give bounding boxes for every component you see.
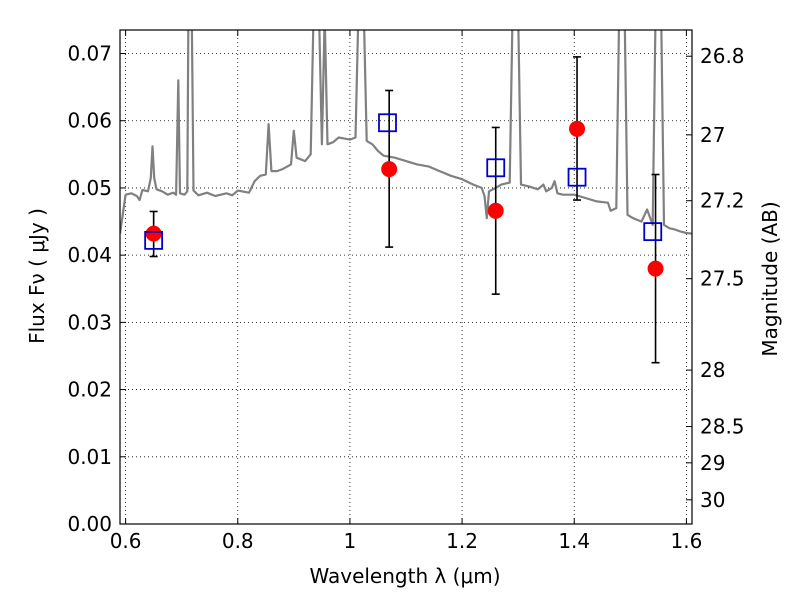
y-tick-label: 0.07 bbox=[67, 42, 112, 66]
y-tick-label: 0.04 bbox=[67, 243, 112, 267]
x-tick-label: 1.6 bbox=[670, 529, 702, 553]
observed-flux-point bbox=[569, 120, 586, 137]
plot-data-area bbox=[120, 30, 692, 235]
photometry-points bbox=[144, 56, 664, 364]
observed-flux-point bbox=[487, 202, 504, 219]
y-tick-label: 0.03 bbox=[67, 310, 112, 334]
y-axis-label: Flux Fν ( μJy ) bbox=[25, 208, 49, 344]
y2-tick-label: 28 bbox=[700, 358, 725, 382]
x-tick-label: 1.2 bbox=[446, 529, 478, 553]
plot-frame bbox=[119, 29, 693, 525]
observed-flux-point bbox=[647, 260, 664, 277]
observed-flux-point bbox=[381, 161, 398, 178]
x-axis-label: Wavelength λ (μm) bbox=[309, 564, 500, 588]
model-flux-square bbox=[643, 222, 663, 242]
y2-tick-label: 27.5 bbox=[700, 267, 745, 291]
right-axis-label: Magnitude (AB) bbox=[758, 201, 782, 356]
x-tick-label: 0.6 bbox=[110, 529, 142, 553]
model-flux-square bbox=[567, 167, 587, 187]
y-tick-label: 0.05 bbox=[67, 176, 112, 200]
y2-tick-label: 27.2 bbox=[700, 189, 745, 213]
x-tick-label: 1.4 bbox=[558, 529, 590, 553]
observed-flux-point bbox=[145, 225, 162, 242]
x-tick-label: 0.8 bbox=[222, 529, 254, 553]
y2-tick-label: 27 bbox=[700, 123, 725, 147]
x-tick-label: 1 bbox=[344, 529, 357, 553]
y2-tick-label: 29 bbox=[700, 451, 725, 475]
y-tick-label: 0.02 bbox=[67, 378, 112, 402]
model-flux-square bbox=[144, 230, 164, 250]
axis-ticks: 0.6 0.8 1 1.2 1.4 1.6 0.00 0.01 0.02 0.03 0.04 0.05… bbox=[67, 30, 745, 553]
y2-tick-label: 26.8 bbox=[700, 44, 745, 68]
model-flux-square bbox=[378, 113, 397, 133]
grid-lines bbox=[120, 30, 692, 524]
model-spectrum-line bbox=[120, 30, 692, 235]
y-tick-label: 0.01 bbox=[67, 445, 112, 469]
y-tick-label: 0.00 bbox=[67, 512, 112, 536]
y2-tick-label: 30 bbox=[700, 488, 725, 512]
model-flux-square bbox=[486, 158, 506, 178]
y-tick-label: 0.06 bbox=[67, 109, 112, 133]
y2-tick-label: 28.5 bbox=[700, 415, 745, 439]
